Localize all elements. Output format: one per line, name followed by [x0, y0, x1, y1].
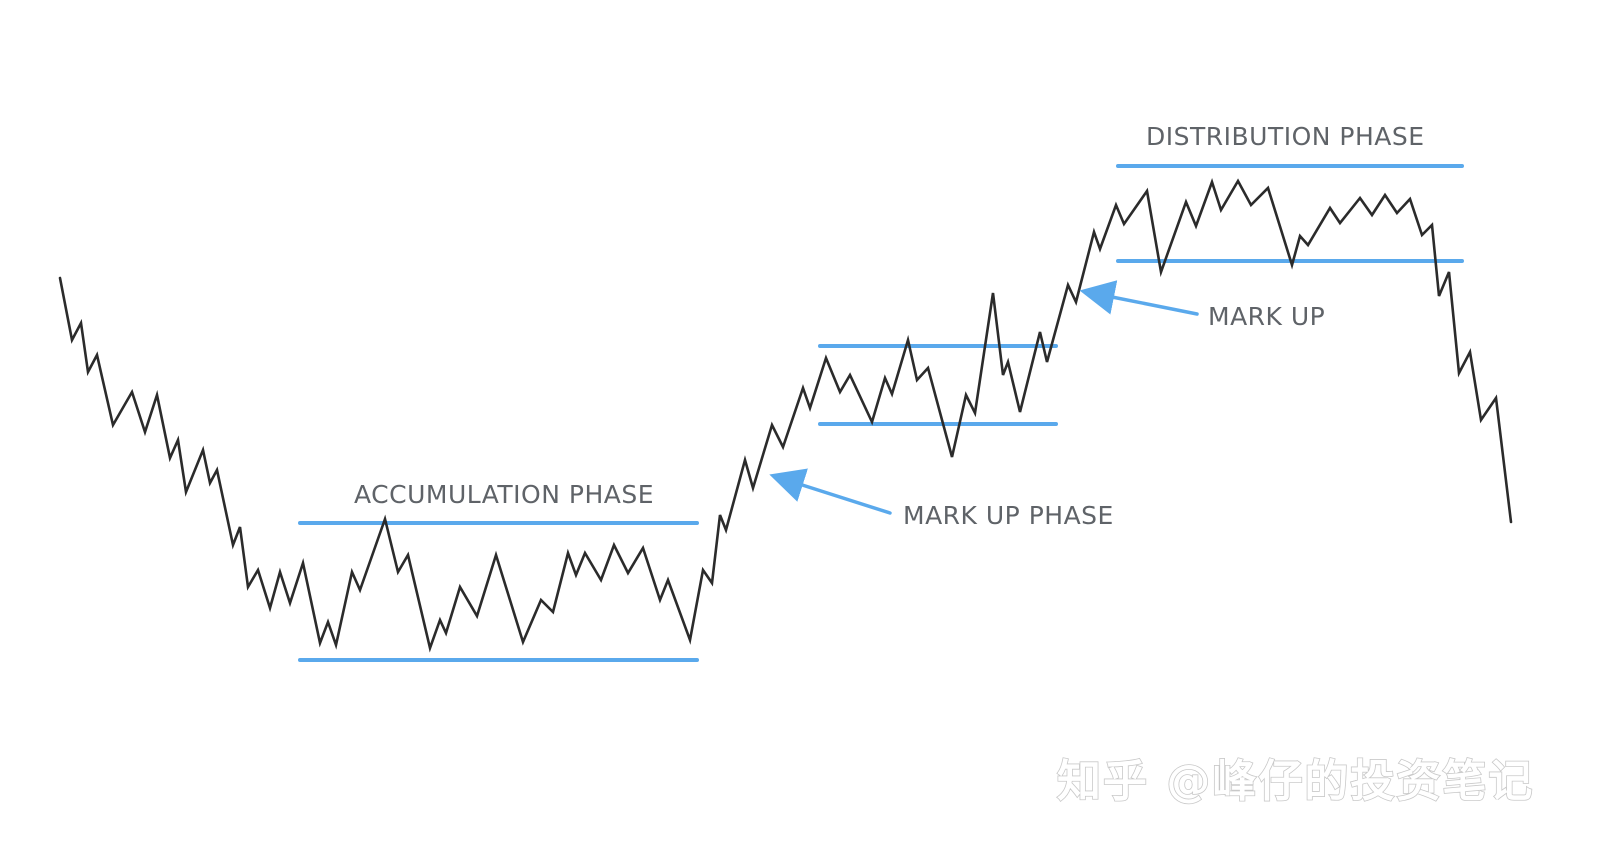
- mark-up-arrow: [1079, 280, 1199, 316]
- distribution-phase-label: DISTRIBUTION PHASE: [1146, 122, 1425, 151]
- zhihu-watermark: 知乎 @峰仔的投资笔记: [1057, 756, 1534, 807]
- phase-bands: [298, 164, 1464, 662]
- price-line: [58, 177, 1513, 653]
- accumulation-phase-label: ACCUMULATION PHASE: [354, 480, 654, 509]
- mark-up-phase-label: MARK UP PHASE: [903, 501, 1114, 530]
- mark-up-label: MARK UP: [1208, 302, 1325, 331]
- annotation-arrows: [769, 280, 1199, 515]
- mark-up-phase-arrow: [769, 468, 892, 515]
